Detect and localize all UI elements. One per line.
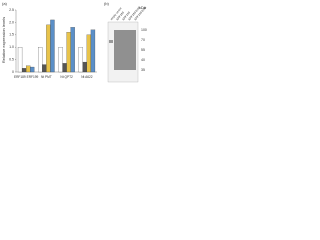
lane-label: ERF199	[121, 10, 131, 21]
bar	[46, 24, 51, 73]
blot-smear	[114, 30, 136, 70]
bar	[30, 66, 35, 73]
y-tick-label: 0.5	[9, 58, 14, 62]
figure: (a) Relative expression levels (b) kDa 0…	[1, 1, 147, 83]
marker-label: 35	[141, 68, 145, 72]
x-tick-label: ERF189 ERF199	[14, 75, 38, 79]
bar	[86, 34, 92, 73]
bar	[38, 47, 43, 73]
page: (a) Relative expression levels (b) kDa 0…	[0, 0, 320, 89]
bar	[50, 19, 55, 73]
panel-label: (b)	[104, 1, 110, 6]
y-tick-label: 1.5	[9, 33, 14, 37]
lane-label: ERF189	[115, 10, 125, 21]
y-tick-label: 2.0	[9, 20, 14, 24]
x-tick-label: Nt A622	[81, 75, 93, 79]
y-tick-label: 2.5	[9, 8, 14, 12]
marker-label: 40	[141, 58, 145, 62]
bar	[21, 68, 27, 73]
marker-label: 55	[141, 48, 145, 52]
y-axis-label: Relative expression levels	[1, 17, 6, 63]
x-tick-label: Nt PMT	[41, 75, 52, 79]
x-tick-label: Nt QPT2	[60, 75, 73, 79]
bar	[62, 63, 67, 73]
unit-label: kDa	[139, 5, 147, 10]
bar	[90, 29, 96, 73]
blot-band	[109, 40, 113, 43]
bar	[42, 64, 47, 73]
bar	[78, 47, 83, 73]
marker-label: 70	[141, 38, 145, 42]
bar	[70, 27, 75, 73]
bar	[26, 65, 31, 73]
y-tick-label: 1.0	[9, 45, 14, 49]
bar	[17, 47, 23, 73]
bar	[58, 47, 63, 73]
marker-label: 100	[141, 28, 147, 32]
panel-label: (a)	[2, 1, 8, 6]
bar	[66, 32, 71, 73]
y-tick-label: 0	[12, 70, 14, 74]
bar	[82, 61, 87, 73]
